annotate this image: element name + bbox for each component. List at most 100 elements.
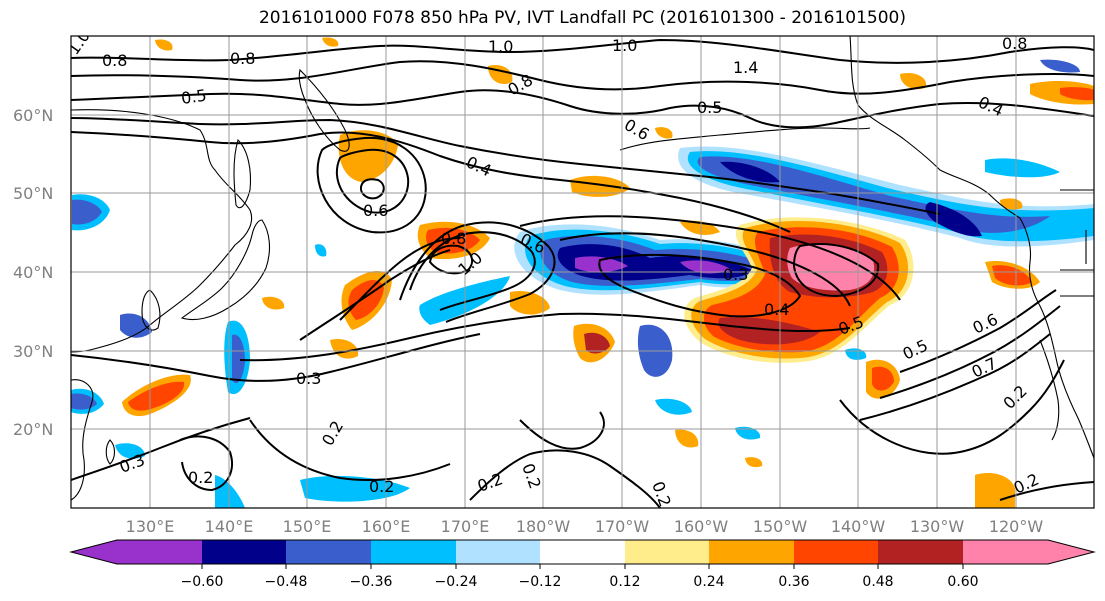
coast-asia-north [71,109,253,353]
colorbar-segment [202,540,286,564]
contour-label: 1.0 [612,36,637,55]
colorbar: −0.60 −0.48 −0.36 −0.24 −0.12 0.12 0.24 … [69,539,1096,590]
colorbar-tick-label: 0.24 [693,574,724,590]
lon-label: 140°E [205,517,254,536]
colorbar-segments [71,540,1094,564]
colorbar-tick-label: −0.60 [181,574,224,590]
lon-label: 140°W [831,517,886,536]
contour-trough-5 [299,249,451,341]
shade-orange-325 [322,37,339,47]
lon-label: 150°W [753,517,808,536]
shade-s-blue-6 [215,475,245,508]
lat-label: 30°N [13,342,53,361]
colorbar-segment [794,540,878,564]
shade-s-red [584,332,610,354]
shade-s-blue-9 [735,426,761,440]
shade-orange-660 [655,127,673,139]
shade-band-blue [697,156,1050,233]
contour-ne-loop [792,243,880,298]
colorbar-segment [371,540,456,564]
shade-top-orange-2 [900,72,926,90]
lon-label: 130°E [126,517,175,536]
contour-05-east [899,289,1057,373]
colorbar-segment [71,540,202,564]
shade-s-blue-7 [655,398,692,415]
contour-label: 0.3 [296,369,321,388]
shade-top-red-3 [1060,87,1094,101]
shade-band-navy [925,202,982,237]
contour-label: 0.3 [723,265,748,284]
shade-s-blue-4 [300,475,410,502]
shade-band-navy-2 [720,161,780,183]
lon-label: 150°E [283,517,332,536]
colorbar-tick-label: −0.12 [519,574,562,590]
colorbar-segment [540,540,625,564]
lat-label: 20°N [13,420,53,439]
colorbar-segment [456,540,540,564]
coast-kamchatka [298,68,350,152]
colorbar-tick-label: −0.36 [350,574,393,590]
map-panel: 1.0 0.8 0.8 1.0 1.0 0.8 0.5 1.4 0.8 0.6 … [70,34,1095,509]
contour-label: 0.8 [1002,34,1027,53]
coast-sakhalin [233,138,252,209]
colorbar-tick-label: 0.60 [947,574,978,590]
colorbar-tick-label: 0.12 [609,574,640,590]
map-frame-border [70,35,1095,509]
shade-sw-red [128,381,185,411]
lat-label: 40°N [13,263,53,282]
coast-baja [1039,339,1060,441]
graticule [71,36,1094,508]
contour-high-lat-3 [71,89,1094,129]
shade-s-orange-5 [745,457,763,468]
colorbar-tick-labels: −0.60 −0.48 −0.36 −0.24 −0.12 0.12 0.24 … [181,574,979,590]
contour-label: 0.4 [764,300,789,319]
shade-west-blue-2 [120,313,152,338]
contour-high-lat-2 [71,60,1094,95]
shade-s-blue-5 [115,443,145,459]
contour-02-south-1 [249,419,451,481]
contour-label: 0.2 [369,477,394,496]
shade-pos-pink [787,244,875,291]
contour-02-south-2 [469,449,661,508]
colorbar-outline [69,539,1096,565]
lat-axis: 20°N 30°N 40°N 50°N 60°N [13,106,53,439]
contour-trough-3 [428,244,474,275]
colorbar-ticks [201,564,964,569]
contour-06-east [879,305,1061,399]
lon-axis: 130°E 140°E 150°E 160°E 170°E 180°W 170°… [126,517,1044,536]
contour-03-sw [71,417,251,481]
lon-label: 180°W [516,517,571,536]
shade-orange-260 [262,296,285,310]
shade-central-purple [575,256,628,273]
shade-west-navy-3 [232,334,245,384]
colorbar-segment [709,540,794,564]
lon-label: 170°W [595,517,650,536]
contour-label: 1.4 [733,58,758,77]
contour-loop-japan-3 [360,178,385,200]
contour-07-east [859,333,1051,421]
lon-label: 130°W [910,517,965,536]
shade-s-orange-4 [675,429,699,448]
shade-japan-sea-blue [315,244,327,257]
shade-japan-orange [338,130,398,182]
contour-label: 1.0 [488,37,513,56]
contour-mid-1 [71,117,941,215]
lat-label: 60°N [13,106,53,125]
shade-ca-red [992,265,1032,286]
colorbar-segment [286,540,371,564]
contour-label: 0.6 [363,201,388,220]
contour-trough-2 [399,221,556,323]
shade-top-orange-4 [1000,198,1023,210]
coast-taiwan [105,439,116,465]
colorbar-tick-label: −0.24 [435,574,478,590]
contour-02-se [999,481,1094,501]
pc-shading-layer [71,37,1094,508]
shade-hawaii-red [872,366,894,391]
shade-kamchatka-navy [72,199,102,225]
colorbar-tick-label: −0.48 [265,574,308,590]
colorbar-tick-label: 0.48 [862,574,893,590]
contour-label: 0.5 [697,98,722,117]
contour-05-south [239,312,851,362]
shade-blue-top-right-2 [1040,59,1080,73]
